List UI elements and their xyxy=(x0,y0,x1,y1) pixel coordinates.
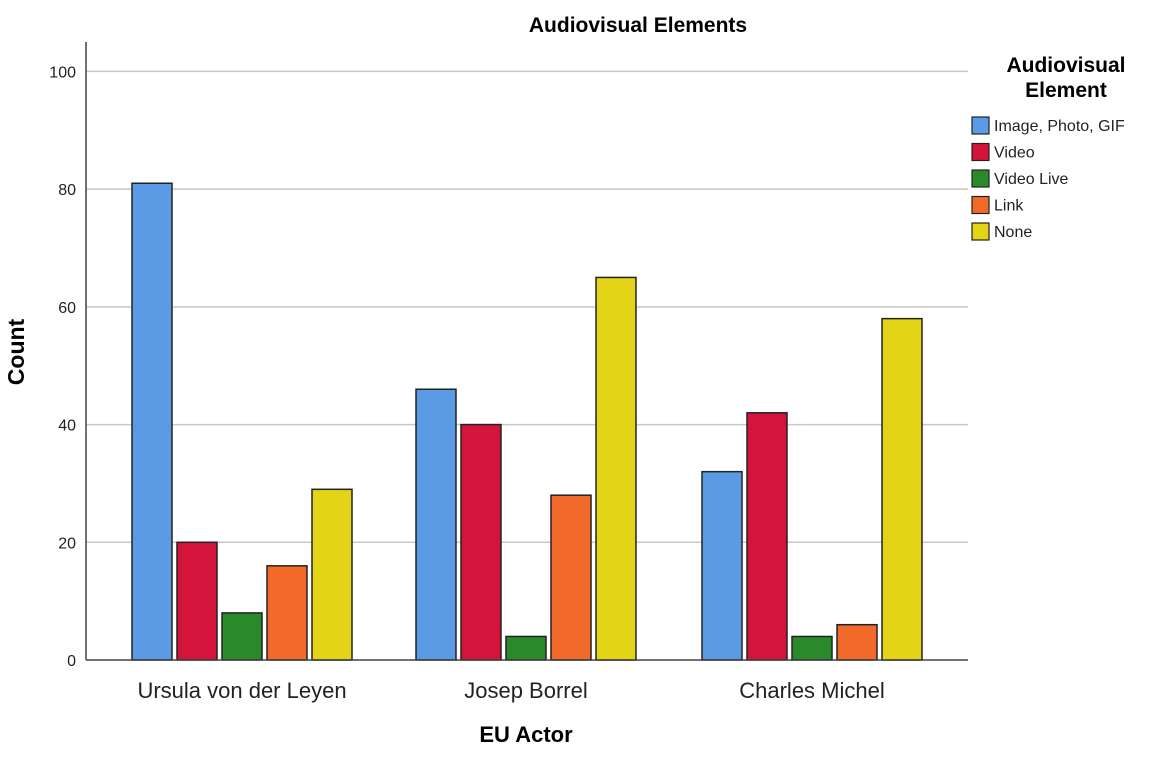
legend-swatch-2 xyxy=(971,142,990,162)
y-axis-label: Count xyxy=(3,318,29,385)
bar-2-2 xyxy=(460,423,502,661)
y-tick-label-40: 40 xyxy=(58,418,76,435)
bar-2-3 xyxy=(505,635,547,661)
bars xyxy=(131,182,923,661)
bar-2-4 xyxy=(550,494,592,661)
legend-label-5: None xyxy=(994,224,1032,241)
bar-2-1 xyxy=(415,388,457,661)
legend-swatch-3 xyxy=(971,169,990,188)
legend-swatch-4 xyxy=(971,195,990,215)
legend-title-line-1: Audiovisual xyxy=(1006,54,1125,77)
legend-title: Audiovisual Element xyxy=(1006,54,1125,102)
y-tick-label-60: 60 xyxy=(58,300,76,317)
y-tick-label-0: 0 xyxy=(67,653,76,670)
bar-1-3 xyxy=(221,612,263,661)
bar-3-3 xyxy=(791,635,833,661)
gridlines xyxy=(86,70,968,544)
x-tick-label-3: Charles Michel xyxy=(739,678,885,703)
bar-3-2 xyxy=(746,412,788,661)
legend-label-4: Link xyxy=(994,198,1024,215)
legend-title-line-2: Element xyxy=(1025,79,1107,102)
bar-3-5 xyxy=(881,317,923,661)
legend-label-2: Video xyxy=(994,145,1035,162)
bar-3-1 xyxy=(701,470,743,661)
bar-1-5 xyxy=(311,488,353,661)
chart-title: Audiovisual Elements xyxy=(529,14,747,37)
bar-1-2 xyxy=(176,541,218,661)
legend-swatch-5 xyxy=(971,222,990,241)
legend: Audiovisual Element Image, Photo, GIF Vide… xyxy=(971,54,1126,241)
y-tick-label-80: 80 xyxy=(58,182,76,199)
legend-swatch-1 xyxy=(971,116,990,135)
bar-2-5 xyxy=(595,276,637,661)
y-tick-label-20: 20 xyxy=(58,535,76,552)
bar-1-1 xyxy=(131,182,173,661)
y-tick-label-100: 100 xyxy=(49,64,76,81)
legend-label-1: Image, Photo, GIF xyxy=(994,118,1125,135)
x-tick-label-1: Ursula von der Leyen xyxy=(137,678,346,703)
x-axis-label: EU Actor xyxy=(479,722,573,747)
axes: 0 20 40 60 80 100 Ursula von der Leyen Josep Bo… xyxy=(49,42,968,703)
x-tick-label-2: Josep Borrel xyxy=(464,678,588,703)
bar-3-4 xyxy=(836,623,878,661)
legend-label-3: Video Live xyxy=(994,171,1069,188)
bar-1-4 xyxy=(266,565,308,661)
